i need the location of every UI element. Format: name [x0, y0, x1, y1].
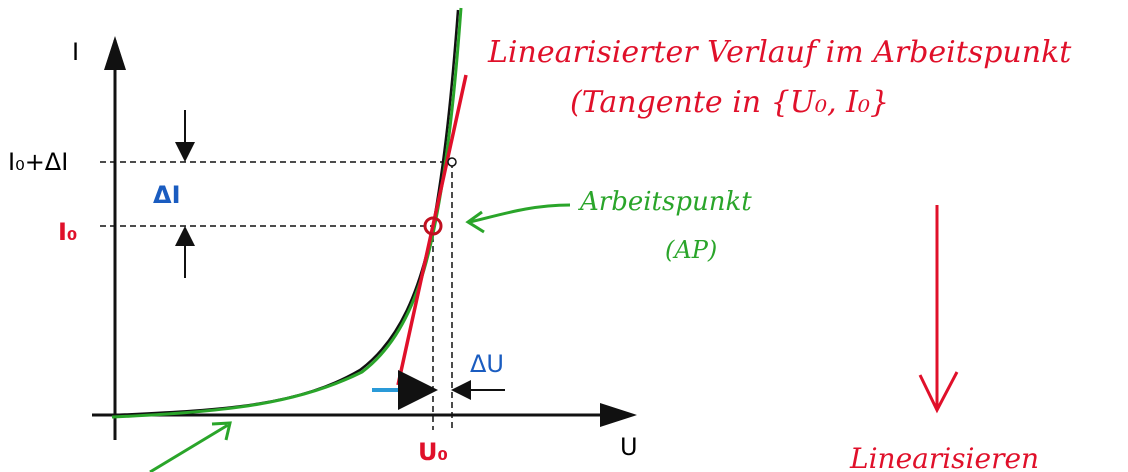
x-label: U: [620, 433, 638, 461]
annotation: Arbeitspunkt: [578, 187, 752, 217]
y-label: I: [72, 38, 79, 66]
diagram: I U I₀+ΔI ΔI I₀ ΔU U₀ Linearisierter Ver…: [0, 0, 1128, 472]
characteristic-curve: [115, 10, 458, 415]
annotation: (Tangente in {U₀, I₀}: [570, 85, 889, 120]
tangent: [398, 75, 466, 385]
y-arrow: [104, 36, 126, 70]
x-arrow: [600, 403, 637, 427]
pointer: [150, 423, 230, 472]
label: I₀+ΔI: [8, 148, 68, 176]
label: U₀: [418, 438, 448, 466]
annotation: Linearisieren: [849, 442, 1039, 472]
pointer: [470, 205, 570, 222]
label: I₀: [58, 218, 77, 246]
annotation: Linearisierter Verlauf im Arbeitspunkt: [487, 35, 1072, 70]
page: I U I₀+ΔI ΔI I₀ ΔU U₀ Linearisierter Ver…: [0, 0, 1128, 472]
label: ΔI: [153, 181, 181, 209]
annotation: (AP): [665, 236, 717, 264]
point: [448, 158, 456, 166]
label: ΔU: [470, 350, 504, 378]
down-arrow: [920, 205, 957, 410]
green-trace: [112, 8, 461, 417]
